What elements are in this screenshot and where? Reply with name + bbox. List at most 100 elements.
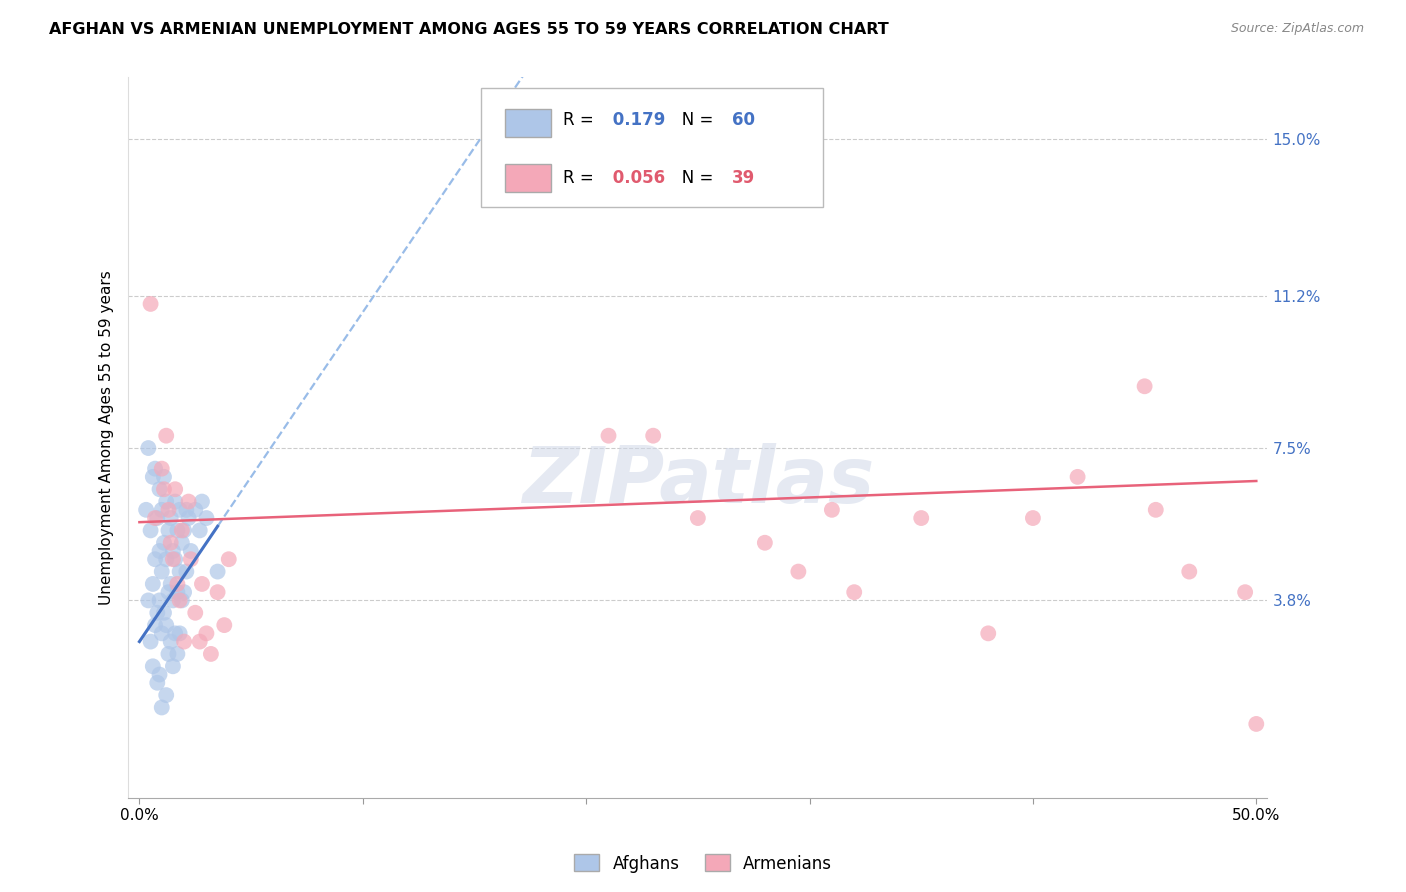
Point <box>150 503 173 517</box>
Text: AFGHAN VS ARMENIAN UNEMPLOYMENT AMONG AGES 55 TO 59 YEARS CORRELATION CHART: AFGHAN VS ARMENIAN UNEMPLOYMENT AMONG AG… <box>49 22 889 37</box>
Point <box>139 524 162 538</box>
Text: 0.179: 0.179 <box>607 112 665 129</box>
Point <box>138 441 160 455</box>
Point <box>139 634 162 648</box>
Point <box>138 593 160 607</box>
Point <box>166 577 188 591</box>
Point <box>142 659 165 673</box>
Point <box>139 297 162 311</box>
Point <box>643 428 665 442</box>
Point <box>1133 379 1156 393</box>
Point <box>218 552 240 566</box>
Point <box>165 494 187 508</box>
Point <box>155 494 177 508</box>
Point <box>844 585 866 599</box>
Point <box>1246 717 1268 731</box>
Point <box>148 667 170 681</box>
Point <box>148 593 170 607</box>
Point <box>170 524 193 538</box>
Point <box>1234 585 1257 599</box>
Point <box>148 544 170 558</box>
Point <box>195 626 218 640</box>
Point <box>148 482 170 496</box>
Point <box>146 511 169 525</box>
Point <box>754 535 776 549</box>
Text: 39: 39 <box>733 169 755 186</box>
Point <box>159 535 181 549</box>
Point <box>165 626 187 640</box>
Point <box>162 552 184 566</box>
Point <box>157 647 180 661</box>
Point <box>166 647 188 661</box>
Point <box>184 503 207 517</box>
Point <box>150 626 173 640</box>
Point <box>1178 565 1201 579</box>
FancyBboxPatch shape <box>505 163 551 192</box>
Point <box>180 552 202 566</box>
Point <box>146 675 169 690</box>
Point <box>598 428 620 442</box>
Point <box>135 503 157 517</box>
Point <box>155 618 177 632</box>
Text: 0.056: 0.056 <box>607 169 665 186</box>
Point <box>169 503 191 517</box>
Point <box>180 544 202 558</box>
Point <box>153 482 176 496</box>
Point <box>195 511 218 525</box>
Point <box>157 585 180 599</box>
Point <box>177 494 200 508</box>
Point <box>173 585 195 599</box>
Y-axis label: Unemployment Among Ages 55 to 59 years: Unemployment Among Ages 55 to 59 years <box>100 270 114 605</box>
Point <box>159 577 181 591</box>
Point <box>169 565 191 579</box>
Point <box>1144 503 1167 517</box>
Point <box>177 511 200 525</box>
Point <box>787 565 810 579</box>
Point <box>176 503 198 517</box>
Point <box>214 618 236 632</box>
Point <box>1022 511 1045 525</box>
Point <box>157 524 180 538</box>
Point <box>173 524 195 538</box>
Legend: Afghans, Armenians: Afghans, Armenians <box>568 847 838 880</box>
Point <box>686 511 709 525</box>
Point <box>162 593 184 607</box>
Text: N =: N = <box>666 169 718 186</box>
FancyBboxPatch shape <box>481 88 823 207</box>
Point <box>977 626 1000 640</box>
Text: 60: 60 <box>733 112 755 129</box>
Point <box>191 494 214 508</box>
Point <box>153 535 176 549</box>
Point <box>162 544 184 558</box>
Point <box>184 606 207 620</box>
Point <box>142 577 165 591</box>
Point <box>155 428 177 442</box>
Point <box>165 552 187 566</box>
Point <box>173 634 195 648</box>
Point <box>176 565 198 579</box>
Point <box>150 461 173 475</box>
Point <box>169 593 191 607</box>
Text: N =: N = <box>666 112 718 129</box>
Text: Source: ZipAtlas.com: Source: ZipAtlas.com <box>1230 22 1364 36</box>
Point <box>191 577 214 591</box>
Point <box>169 626 191 640</box>
Point <box>143 461 166 475</box>
Point <box>188 524 211 538</box>
Point <box>150 700 173 714</box>
Point <box>200 647 222 661</box>
Point <box>153 470 176 484</box>
Point <box>165 482 187 496</box>
Point <box>143 552 166 566</box>
Point <box>910 511 932 525</box>
Point <box>142 470 165 484</box>
Point <box>153 606 176 620</box>
FancyBboxPatch shape <box>505 109 551 137</box>
Point <box>166 524 188 538</box>
Text: ZIPatlas: ZIPatlas <box>522 443 875 519</box>
Point <box>188 634 211 648</box>
Point <box>162 659 184 673</box>
Point <box>157 503 180 517</box>
Point <box>155 688 177 702</box>
Point <box>170 535 193 549</box>
